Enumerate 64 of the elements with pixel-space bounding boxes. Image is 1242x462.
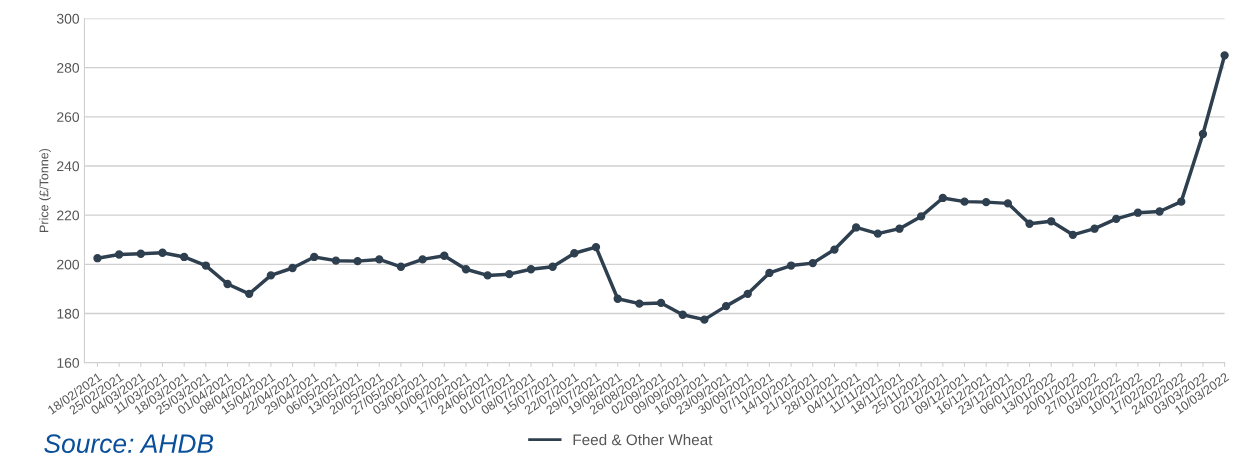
- point: [1155, 207, 1164, 216]
- point: [830, 245, 839, 254]
- point: [873, 229, 882, 238]
- point: [418, 255, 427, 264]
- point: [1133, 208, 1143, 217]
- point: [1198, 129, 1208, 139]
- point: [613, 294, 622, 303]
- point: [938, 193, 947, 203]
- point: [1220, 51, 1229, 60]
- point: [982, 197, 991, 207]
- y-tick-label: 160: [57, 358, 80, 368]
- point: [1112, 214, 1121, 224]
- point: [635, 299, 644, 308]
- y-tick-label: 280: [57, 62, 80, 73]
- point: [136, 249, 145, 258]
- point: [440, 251, 449, 260]
- point: [179, 252, 189, 262]
- point: [93, 254, 102, 263]
- point: [570, 249, 579, 258]
- point: [786, 261, 796, 270]
- point: [461, 265, 471, 274]
- point: [353, 256, 362, 266]
- point: [375, 255, 384, 264]
- point: [721, 301, 731, 311]
- y-tick-label: 240: [57, 161, 80, 172]
- legend-label: Feed & Other Wheat: [573, 434, 713, 446]
- point: [223, 279, 232, 289]
- y-tick-label: 180: [57, 308, 80, 319]
- y-tick-label: 200: [57, 259, 80, 270]
- point: [505, 269, 514, 279]
- point: [526, 265, 536, 274]
- point: [288, 263, 297, 273]
- y-tick-label: 300: [56, 13, 80, 24]
- point: [1025, 219, 1034, 228]
- point: [310, 252, 319, 262]
- point: [1003, 199, 1013, 208]
- point: [1068, 230, 1078, 239]
- source-note: Source: AHDB: [44, 434, 214, 454]
- y-tick-label: 260: [57, 112, 80, 122]
- point: [158, 248, 167, 257]
- point: [483, 271, 492, 280]
- point: [114, 250, 124, 259]
- point: [916, 212, 926, 221]
- point: [1090, 224, 1099, 233]
- point: [548, 262, 557, 271]
- y-axis-title: Price (£/Tonne): [39, 148, 51, 232]
- point: [851, 223, 861, 232]
- point: [331, 256, 341, 265]
- point: [678, 310, 687, 319]
- point: [201, 261, 211, 270]
- point: [960, 197, 969, 206]
- point: [591, 242, 601, 252]
- point: [700, 315, 709, 324]
- point: [808, 258, 817, 268]
- point: [1177, 197, 1186, 206]
- point: [245, 289, 254, 298]
- y-tick-label: 220: [57, 210, 80, 221]
- point: [765, 268, 774, 278]
- point: [743, 289, 752, 298]
- point: [1047, 217, 1056, 226]
- point: [396, 262, 406, 271]
- point: [656, 298, 666, 308]
- point: [266, 271, 276, 280]
- point: [895, 224, 904, 233]
